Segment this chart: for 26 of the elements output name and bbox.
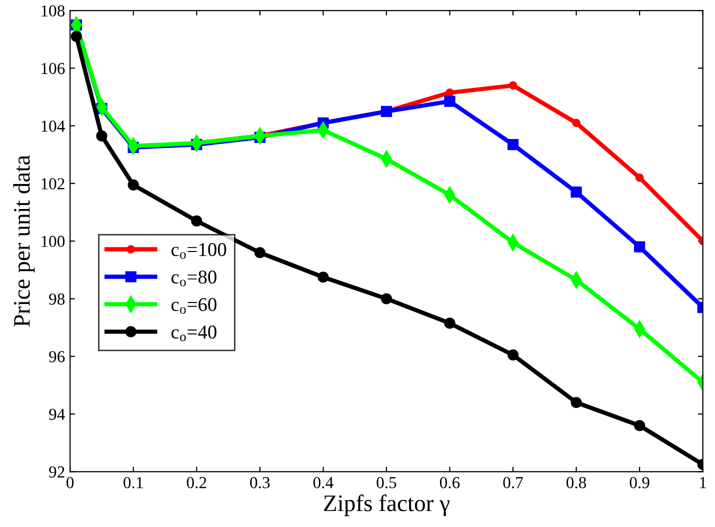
- x-tick-label: 0.2: [186, 477, 206, 488]
- y-tick-label: 106: [42, 62, 65, 74]
- y-tick-label: 102: [42, 178, 64, 190]
- y-tick-label: 96: [49, 351, 65, 362]
- y-tick-label: 100: [42, 236, 65, 248]
- x-tick-label: 0.4: [313, 477, 334, 488]
- x-axis-title: Zipfs factor γ: [324, 494, 450, 516]
- y-tick-label: 94: [49, 408, 65, 420]
- x-tick-label: 0.8: [566, 477, 586, 488]
- legend-label: c$_{o}$=100: [171, 243, 226, 259]
- x-tick-label: 0.3: [250, 477, 270, 488]
- legend-label: c$_{o}$=40: [171, 325, 216, 342]
- x-tick-label: 0.5: [376, 477, 396, 488]
- legend-label: c$_{o}$=80: [171, 270, 216, 286]
- y-tick-label: 108: [42, 5, 65, 16]
- y-tick-label: 104: [42, 120, 65, 132]
- y-axis-title: Price per unit data: [13, 155, 35, 327]
- x-tick-label: 0.1: [124, 477, 143, 488]
- x-tick-label: 0.9: [630, 477, 650, 488]
- y-tick-label: 92: [49, 466, 64, 478]
- y-tick-label: 98: [49, 293, 65, 305]
- x-tick-label: 0: [66, 477, 74, 488]
- legend-label: c$_{o}$=60: [171, 298, 216, 314]
- x-tick-label: 1: [700, 477, 706, 488]
- x-tick-label: 0.7: [503, 477, 523, 488]
- x-tick-label: 0.6: [440, 477, 460, 488]
